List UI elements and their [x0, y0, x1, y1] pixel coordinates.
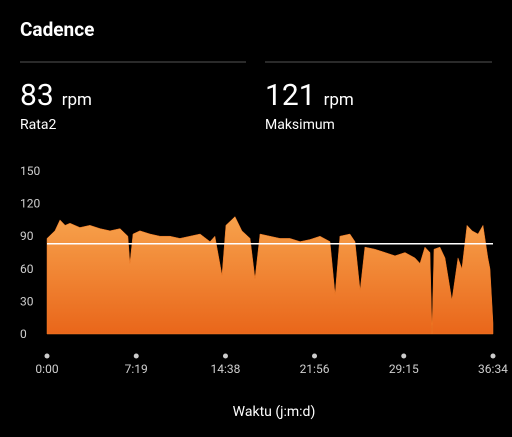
x-tick-label: 36:34: [478, 362, 508, 376]
stat-unit: rpm: [324, 90, 354, 110]
y-tick-label: 90: [20, 229, 34, 243]
stat-value: 121: [265, 78, 316, 113]
x-tick-mark: [222, 353, 228, 359]
y-tick-label: 0: [20, 327, 27, 341]
y-tick-label: 30: [20, 294, 34, 308]
y-tick-label: 60: [20, 262, 34, 276]
x-tick-mark: [133, 353, 139, 359]
y-tick-label: 150: [20, 164, 40, 178]
x-tick-label: 7:19: [125, 362, 148, 376]
y-tick-label: 120: [20, 197, 40, 211]
x-tick-label: 29:15: [389, 362, 419, 376]
x-tick-mark: [490, 353, 496, 359]
page-title: Cadence: [20, 18, 94, 41]
x-tick-label: 21:56: [300, 362, 330, 376]
stat-label: Rata2: [20, 117, 56, 133]
x-tick-label: 0:00: [35, 362, 58, 376]
x-tick-label: 14:38: [211, 362, 241, 376]
cadence-area: [46, 216, 494, 335]
stat-value: 83: [20, 78, 54, 113]
x-tick-mark: [312, 353, 318, 359]
stat-unit: rpm: [62, 90, 92, 110]
stat-label: Maksimum: [265, 117, 335, 133]
x-tick-mark: [401, 353, 407, 359]
x-axis-label: Waktu (j:m:d): [233, 404, 316, 420]
x-tick-mark: [44, 353, 50, 359]
